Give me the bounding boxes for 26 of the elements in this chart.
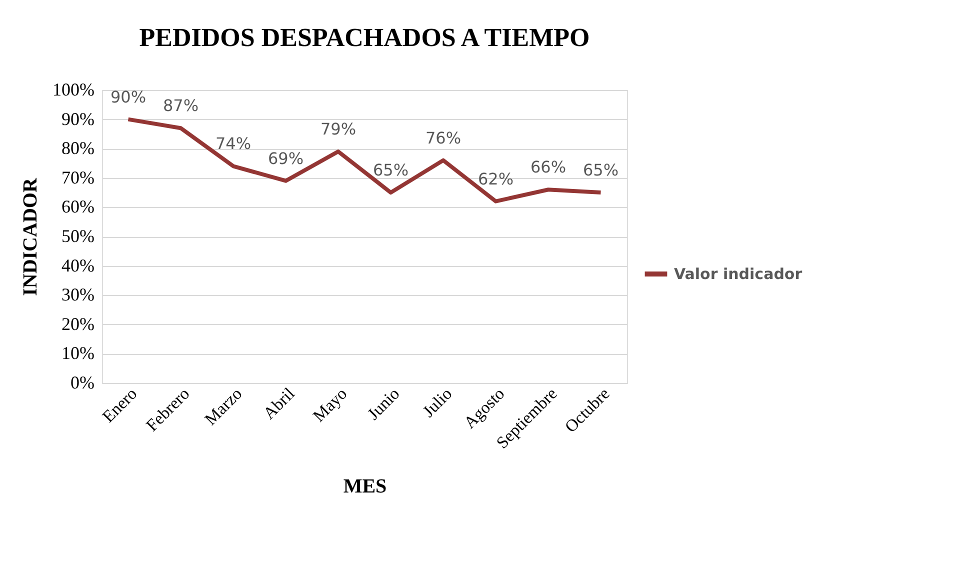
y-tick-label: 10%	[62, 343, 94, 364]
y-tick-label: 30%	[62, 284, 94, 305]
data-label: 69%	[268, 148, 304, 168]
y-axis-title: INDICADOR	[20, 178, 42, 296]
y-tick-label: 40%	[62, 255, 94, 276]
y-tick-label: 50%	[62, 226, 94, 246]
y-tick-label: 60%	[62, 196, 94, 217]
y-tick-label: 90%	[62, 108, 94, 129]
data-label: 74%	[215, 134, 252, 154]
data-label: 90%	[110, 87, 146, 106]
data-label: 66%	[530, 158, 566, 177]
y-tick-label: 80%	[62, 138, 94, 158]
data-label: 65%	[582, 160, 619, 180]
data-label: 62%	[478, 169, 514, 188]
y-tick-label: 20%	[62, 314, 94, 334]
x-tick-label: Julio	[418, 384, 456, 421]
data-label: 76%	[425, 128, 462, 148]
data-label: 87%	[162, 96, 199, 116]
legend-label: Valor indicador	[674, 265, 803, 283]
y-tick-label: 70%	[62, 167, 94, 188]
data-label: 79%	[320, 120, 356, 139]
chart-title: PEDIDOS DESPACHADOS A TIEMPO	[139, 23, 590, 52]
y-tick-label: 100%	[52, 80, 94, 100]
y-tick-label: 0%	[70, 372, 94, 392]
data-label: 65%	[372, 160, 409, 180]
x-axis-title: MES	[343, 476, 387, 498]
